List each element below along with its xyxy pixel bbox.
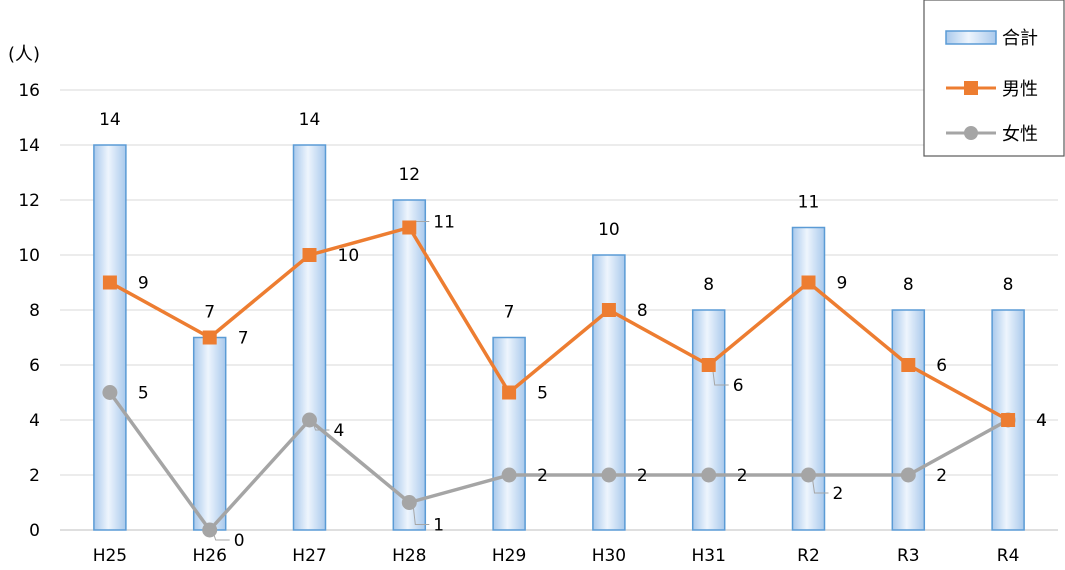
male-marker [601, 303, 616, 317]
female-marker [302, 412, 317, 428]
bar-value-label: 14 [99, 110, 121, 130]
female-value-label: 2 [637, 466, 648, 486]
x-tick-label: H29 [492, 546, 526, 566]
bar [791, 226, 826, 531]
male-marker [102, 275, 117, 290]
male-value-label: 8 [637, 301, 648, 321]
x-tick-label: H30 [592, 546, 626, 566]
bar [691, 309, 726, 531]
female-marker [401, 495, 417, 510]
male-value-label: 10 [338, 246, 360, 266]
male-value-label: 9 [138, 274, 149, 294]
y-tick-label: 16 [18, 81, 40, 101]
bar [891, 309, 926, 531]
male-marker [801, 275, 816, 290]
leader-line [213, 533, 230, 541]
x-tick-label: R4 [997, 546, 1020, 566]
x-tick-label: R2 [797, 546, 820, 566]
bar [492, 336, 526, 531]
bar-value-label: 8 [903, 275, 914, 295]
legend-swatch-female-marker [964, 126, 978, 140]
female-value-label: 5 [138, 384, 149, 404]
x-tick-label: R3 [897, 546, 920, 566]
male-marker [502, 385, 517, 400]
female-marker [501, 467, 517, 483]
female-value-label: 2 [833, 484, 844, 504]
female-marker [801, 467, 816, 483]
legend-label-male: 男性 [1002, 79, 1038, 100]
male-value-label: 4 [1036, 411, 1047, 431]
x-tick-label: H26 [192, 546, 226, 566]
bar [292, 144, 327, 531]
legend-label-total: 合計 [1002, 28, 1038, 49]
legend-swatch-male-marker [964, 81, 978, 95]
leader-line [412, 506, 430, 525]
male-marker [302, 248, 317, 262]
female-marker [102, 385, 118, 400]
bar [592, 254, 626, 531]
male-marker [202, 330, 217, 345]
female-value-label: 1 [433, 516, 444, 536]
y-tick-label: 10 [18, 246, 40, 266]
bar-value-label: 8 [1003, 275, 1014, 295]
line-series [102, 220, 1016, 538]
bar-value-label: 7 [504, 303, 515, 323]
male-value-label: 9 [837, 274, 848, 294]
female-value-label: 4 [1036, 411, 1047, 431]
bar-value-label: 11 [798, 193, 820, 213]
male-value-label: 6 [936, 356, 947, 376]
female-value-label: 2 [936, 466, 947, 486]
bar [991, 309, 1025, 531]
female-value-label: 0 [234, 531, 245, 551]
x-tick-label: H25 [93, 546, 127, 566]
bar-value-label: 14 [299, 110, 321, 130]
female-value-label: 4 [334, 421, 345, 441]
y-tick-label: 14 [18, 136, 40, 156]
bar-value-label: 12 [398, 165, 420, 185]
male-marker [1001, 413, 1016, 427]
bar-series [93, 144, 1025, 531]
bar-value-label: 8 [703, 275, 714, 295]
x-axis-ticks: H25 H26 H27 H28 H29 H30 H31 R2 R3 R4 [93, 546, 1020, 566]
y-tick-label: 2 [29, 466, 40, 486]
female-value-label: 2 [537, 466, 548, 486]
female-marker [900, 467, 916, 483]
y-tick-label: 6 [29, 356, 40, 376]
x-tick-label: H27 [292, 546, 326, 566]
female-marker [601, 467, 617, 483]
male-value-label: 5 [537, 384, 548, 404]
legend-label-female: 女性 [1002, 124, 1038, 145]
y-tick-label: 8 [29, 301, 40, 321]
bar [392, 199, 427, 531]
male-marker [402, 220, 417, 235]
y-tick-label: 0 [29, 521, 40, 541]
leader-line [812, 478, 829, 494]
legend-box [923, 0, 1065, 157]
male-marker [701, 358, 716, 372]
y-tick-label: 4 [29, 411, 40, 431]
leader-line [712, 368, 729, 386]
y-axis-ticks: 0 2 4 6 8 10 12 14 16 [18, 81, 40, 541]
bar [192, 336, 227, 531]
female-marker [202, 522, 218, 538]
x-tick-label: H28 [392, 546, 426, 566]
bar-value-label: 10 [598, 220, 620, 240]
female-line [108, 391, 1009, 532]
male-value-label: 6 [733, 376, 744, 396]
legend: 合計 男性 女性 [923, 0, 1065, 157]
female-value-label: 2 [737, 466, 748, 486]
x-tick-label: H31 [691, 546, 725, 566]
y-tick-label: 12 [18, 191, 40, 211]
bar-value-label: 7 [204, 303, 215, 323]
bar [93, 144, 127, 531]
male-marker [901, 358, 916, 372]
y-axis-label: (人) [8, 44, 40, 65]
male-value-label: 7 [238, 329, 249, 349]
legend-swatch-total [945, 30, 997, 45]
male-line [109, 225, 1009, 422]
male-value-label: 11 [433, 213, 455, 233]
female-marker [701, 467, 717, 483]
